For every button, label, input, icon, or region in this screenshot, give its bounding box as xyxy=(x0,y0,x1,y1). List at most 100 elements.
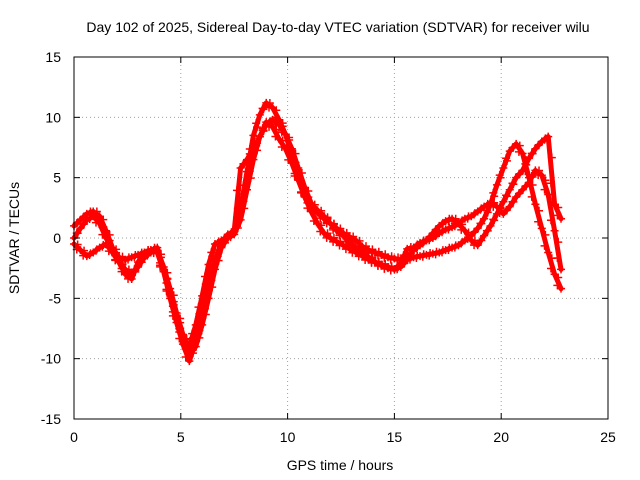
data-point xyxy=(355,236,364,245)
data-point xyxy=(522,160,531,169)
data-point xyxy=(89,212,98,221)
data-point xyxy=(118,260,127,269)
data-point xyxy=(285,133,294,142)
data-point xyxy=(527,171,536,180)
data-point xyxy=(490,216,499,225)
data-point xyxy=(105,236,114,245)
data-point xyxy=(130,265,139,274)
data-point xyxy=(181,340,190,349)
data-point xyxy=(204,260,213,269)
data-point xyxy=(272,106,281,115)
data-point xyxy=(544,132,553,141)
data-point xyxy=(540,241,549,250)
data-point xyxy=(287,144,296,153)
data-point xyxy=(272,115,281,124)
data-point xyxy=(259,127,268,136)
data-point xyxy=(258,126,267,135)
data-point xyxy=(317,209,326,218)
data-point xyxy=(514,147,523,156)
data-point xyxy=(460,226,469,235)
data-point xyxy=(557,214,566,223)
axis-ticks: 0 5 10 15 20 25 -15 -10 -5 0 5 10 15 xyxy=(41,49,616,445)
data-point xyxy=(544,248,553,257)
data-point xyxy=(514,189,523,198)
data-point xyxy=(159,267,168,276)
data-point xyxy=(329,219,338,228)
data-point xyxy=(178,332,187,341)
data-point xyxy=(76,224,85,233)
data-point xyxy=(166,291,175,300)
data-point xyxy=(537,224,546,233)
data-point xyxy=(508,179,517,188)
data-point xyxy=(172,313,181,322)
data-point xyxy=(502,191,511,200)
data-point xyxy=(368,253,377,262)
data-point xyxy=(514,170,523,179)
data-point xyxy=(163,274,172,283)
data-point xyxy=(496,204,505,213)
data-point xyxy=(502,206,511,215)
data-point xyxy=(73,240,82,249)
data-point xyxy=(535,206,544,215)
x-axis-label: GPS time / hours xyxy=(287,457,394,473)
data-point xyxy=(546,179,555,188)
data-point xyxy=(310,200,319,209)
data-point xyxy=(537,171,546,180)
data-point xyxy=(243,155,252,164)
data-point xyxy=(253,123,262,132)
x-tick-label: 0 xyxy=(70,429,78,445)
data-point xyxy=(528,172,537,181)
data-point xyxy=(300,183,309,192)
data-point xyxy=(255,110,264,119)
data-point xyxy=(554,238,563,247)
y-tick-label: 15 xyxy=(45,49,61,65)
data-point xyxy=(386,266,395,275)
data-point xyxy=(156,250,165,259)
data-point xyxy=(535,166,544,175)
data-point xyxy=(495,171,504,180)
y-tick-label: 0 xyxy=(53,230,61,246)
data-point xyxy=(198,291,207,300)
data-point xyxy=(253,139,262,148)
data-point xyxy=(546,216,555,225)
data-point xyxy=(534,141,543,150)
data-point xyxy=(188,333,197,342)
data-point xyxy=(508,143,517,152)
data-point xyxy=(278,122,287,131)
data-point xyxy=(181,352,190,361)
data-point xyxy=(557,265,566,274)
data-point xyxy=(297,188,306,197)
data-point xyxy=(393,256,402,265)
y-tick-label: -15 xyxy=(41,411,61,427)
data-point xyxy=(495,203,504,212)
data-point xyxy=(431,225,440,234)
data-point xyxy=(527,192,536,201)
data-point xyxy=(208,270,217,279)
data-point xyxy=(185,342,194,351)
data-point xyxy=(412,254,421,263)
data-point xyxy=(112,248,121,257)
data-point xyxy=(499,164,508,173)
data-point xyxy=(239,159,248,168)
data-point xyxy=(554,273,563,282)
data-point xyxy=(554,203,563,212)
data-point xyxy=(91,218,100,227)
data-point xyxy=(457,225,466,234)
data-point xyxy=(508,197,517,206)
data-point xyxy=(255,132,264,141)
data-point xyxy=(194,303,203,312)
data-point xyxy=(297,178,306,187)
data-point xyxy=(521,159,530,168)
data-point xyxy=(502,192,511,201)
data-point xyxy=(127,275,136,284)
data-point xyxy=(480,231,489,240)
x-tick-label: 5 xyxy=(177,429,185,445)
data-point xyxy=(99,215,108,224)
y-tick-label: -10 xyxy=(41,351,61,367)
data-point xyxy=(502,154,511,163)
data-point xyxy=(79,220,88,229)
data-point xyxy=(425,251,434,260)
data-point xyxy=(200,272,209,281)
data-point xyxy=(290,169,299,178)
data-point xyxy=(245,149,254,158)
